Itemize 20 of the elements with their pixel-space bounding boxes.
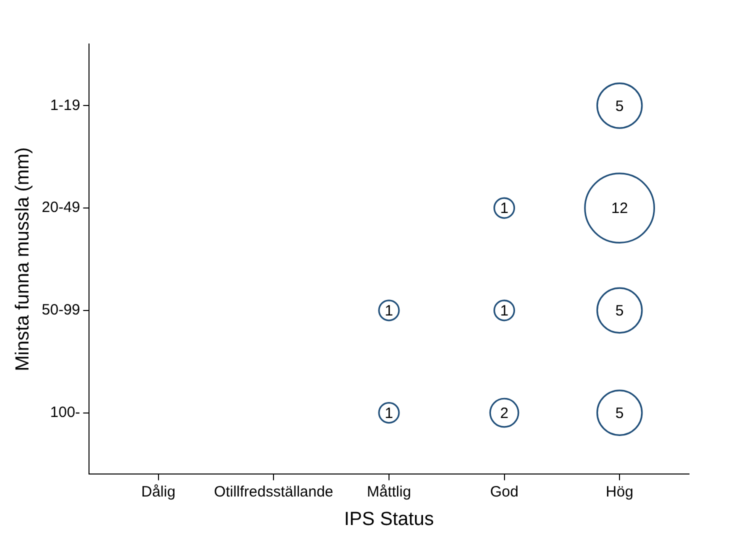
data-label: 12 [611, 200, 628, 218]
x-tick-label: Hög [606, 483, 634, 500]
data-label: 1 [500, 302, 508, 320]
x-tick-label: God [490, 483, 518, 500]
data-label: 1 [500, 200, 508, 218]
data-label: 5 [615, 404, 624, 422]
y-tick-label: 50-99 [42, 302, 80, 319]
y-axis-title: Minsta funna mussla (mm) [12, 147, 34, 372]
data-label: 5 [615, 98, 624, 115]
data-label: 2 [500, 404, 508, 422]
y-tick-label: 1-19 [50, 96, 80, 114]
x-tick-label: Otillfredsställande [214, 483, 334, 500]
data-label: 5 [615, 302, 624, 320]
data-label: 1 [384, 404, 394, 422]
x-tick-label: Måttlig [366, 483, 412, 500]
y-tick-label: 100- [50, 404, 80, 421]
x-axis-title: IPS Status [344, 508, 434, 530]
data-label: 1 [384, 302, 394, 320]
y-tick-label: 20-49 [42, 199, 80, 216]
x-tick-label: Dålig [141, 483, 176, 500]
